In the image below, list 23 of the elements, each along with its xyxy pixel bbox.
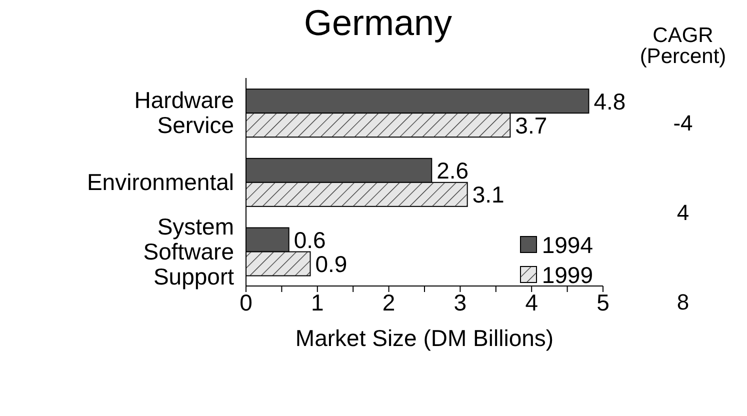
data-label: 0.6 [294, 226, 326, 253]
data-label: 0.9 [315, 250, 348, 277]
text: -4 [673, 110, 693, 136]
data-label: 3.1 [472, 182, 504, 208]
text: CAGR (Percent) [640, 24, 726, 68]
x-tick-label: 3 [454, 289, 467, 316]
x-tick-label: 4 [525, 289, 538, 316]
legend-label: 1999 [542, 262, 593, 288]
data-label: 2.6 [436, 158, 469, 184]
text: 8 [676, 289, 690, 314]
x-tick-label: 0 [240, 289, 252, 316]
y-tick-label: Environmental [86, 169, 234, 195]
x-tick-label: 1 [311, 289, 324, 316]
legend-label: 1994 [542, 232, 593, 258]
y-tick-label: Hardware Service [134, 87, 234, 138]
x-tick-label: 2 [382, 289, 396, 316]
chart-title: Germany [302, 2, 454, 44]
y-tick-label: System Software Support [143, 213, 235, 290]
data-label: 4.8 [594, 88, 626, 114]
data-label: 3.7 [515, 112, 548, 138]
x-axis-title: Market Size (DM Billions) [295, 325, 554, 351]
text: 4 [676, 200, 690, 225]
x-tick-label: 5 [596, 289, 610, 316]
